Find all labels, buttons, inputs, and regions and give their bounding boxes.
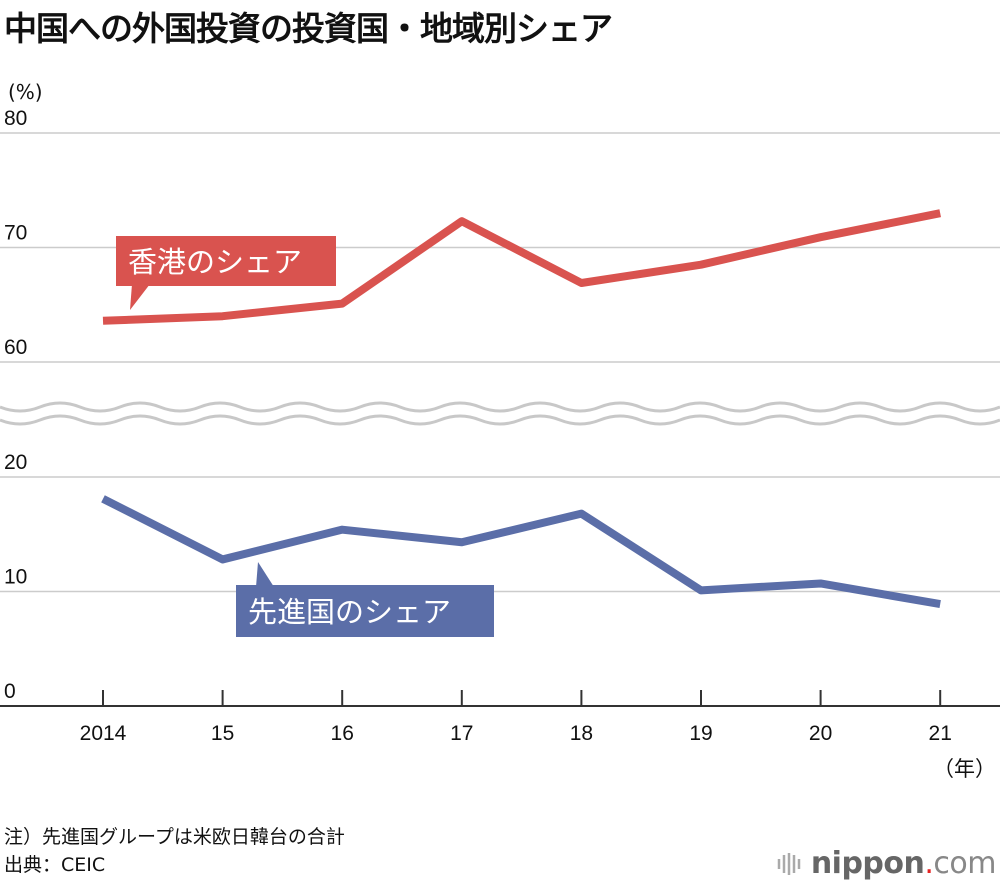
y-tick-label: 20	[4, 451, 27, 474]
legend-box	[116, 236, 336, 286]
y-tick-label: 70	[4, 222, 27, 245]
footnote: 注）先進国グループは米欧日韓台の合計	[4, 826, 345, 848]
y-tick-label: 80	[4, 107, 27, 130]
logo-name: nippon	[810, 846, 925, 881]
x-tick-label: 21	[929, 722, 952, 745]
y-tick-label: 0	[4, 680, 16, 703]
chart-title: 中国への外国投資の投資国・地域別シェア	[4, 9, 613, 48]
x-tick-label: 20	[809, 722, 832, 745]
series-line	[102, 209, 941, 325]
x-axis-unit: （年）	[933, 758, 996, 781]
logo-dot: .	[924, 846, 934, 881]
source: 出典：CEIC	[4, 854, 106, 876]
legend-label: 先進国のシェア	[248, 595, 451, 629]
nippon-logo: nippon.com	[776, 846, 996, 881]
logo-suffix: com	[933, 846, 996, 881]
x-tick-label: 17	[450, 722, 473, 745]
series-line	[101, 495, 941, 609]
y-tick-label: 60	[4, 336, 27, 359]
legend-label: 香港のシェア	[128, 245, 302, 279]
x-tick-label: 18	[570, 722, 593, 745]
x-tick-label: 19	[689, 722, 712, 745]
x-tick-label: 16	[331, 722, 354, 745]
x-tick-label: 2014	[80, 722, 127, 745]
x-tick-label: 15	[211, 722, 234, 745]
axis-break-icon	[0, 400, 1000, 428]
legend-box	[236, 585, 494, 637]
y-tick-label: 10	[4, 566, 27, 589]
y-axis-unit: (%)	[8, 80, 43, 104]
logo-waves-icon	[777, 853, 801, 875]
